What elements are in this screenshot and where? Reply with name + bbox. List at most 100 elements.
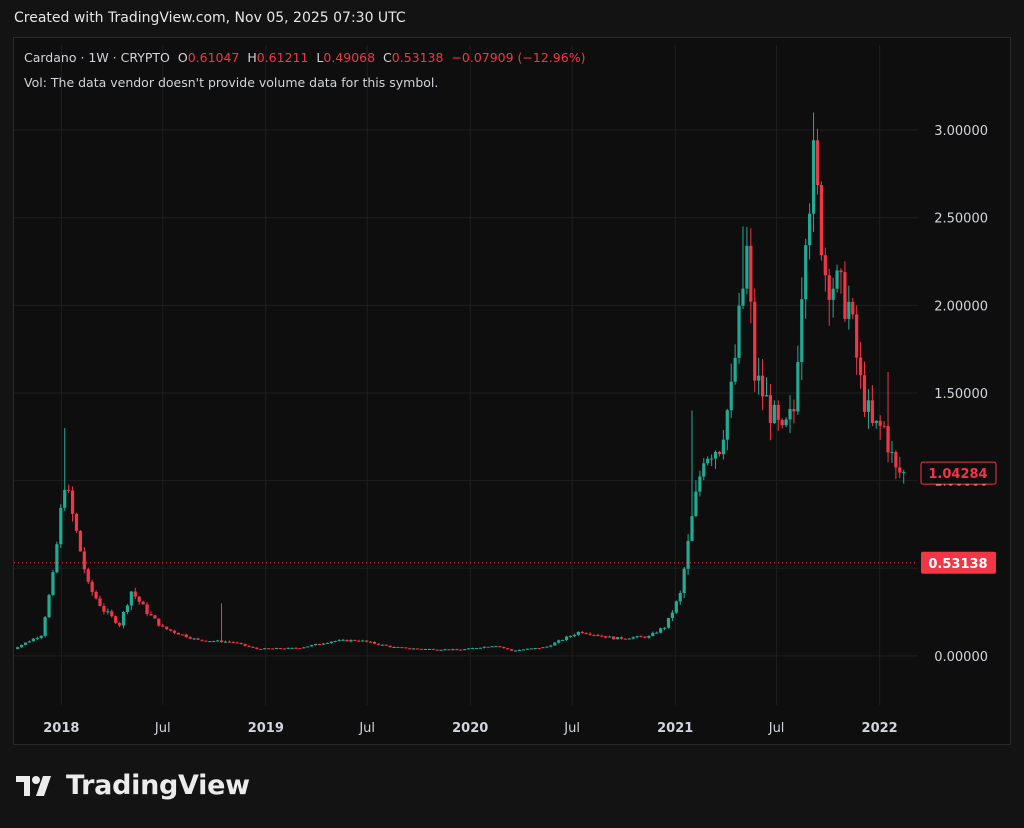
candle-body	[337, 640, 341, 642]
candle	[118, 622, 122, 628]
candle	[110, 609, 114, 618]
candle	[847, 285, 851, 330]
candle-body	[419, 648, 424, 650]
candle	[576, 631, 580, 636]
candle	[490, 646, 494, 648]
candle	[745, 226, 749, 295]
candle	[608, 635, 612, 638]
candle	[247, 645, 251, 648]
candle	[776, 400, 780, 431]
candle-body	[451, 649, 455, 651]
candle-body	[404, 647, 408, 649]
candle-body	[623, 638, 627, 640]
candle-body	[63, 489, 67, 508]
candle-body	[90, 581, 94, 592]
candle	[753, 288, 757, 393]
candle-body	[415, 648, 420, 650]
candle	[125, 604, 130, 615]
candle	[380, 644, 384, 646]
chart-panel[interactable]	[13, 37, 1011, 745]
candle-body	[274, 648, 279, 650]
candle-body	[392, 646, 396, 648]
candle-body	[655, 632, 659, 634]
candle	[392, 646, 396, 648]
candle-body	[478, 647, 482, 649]
candle-body	[815, 140, 820, 186]
candle-body	[666, 618, 671, 628]
candle-body	[55, 544, 59, 573]
created-with-header: Created with TradingView.com, Nov 05, 20…	[14, 10, 406, 26]
candle-body	[843, 272, 847, 319]
candle-body	[168, 629, 173, 631]
tradingview-logo[interactable]: TradingView	[16, 770, 250, 801]
y-tick-label: 1.50000	[934, 387, 988, 402]
candle-body	[255, 647, 259, 649]
candle	[851, 297, 855, 319]
candle	[419, 648, 424, 650]
candle	[764, 377, 769, 397]
candle-body	[827, 275, 831, 300]
candle	[729, 363, 733, 418]
candle	[404, 647, 408, 649]
candle	[59, 504, 63, 548]
candle-body	[466, 648, 471, 650]
candle-body	[784, 419, 788, 426]
candle-body	[890, 452, 894, 454]
candle	[902, 469, 906, 484]
candle-body	[651, 632, 655, 637]
candle	[106, 608, 110, 615]
candle	[70, 486, 75, 522]
candle	[525, 648, 529, 650]
candle-body	[372, 641, 377, 644]
candle	[690, 410, 694, 542]
candle-body	[811, 140, 816, 214]
candle	[894, 450, 898, 479]
candle-body	[572, 634, 576, 636]
candle-body	[862, 375, 867, 412]
candle-body	[329, 641, 333, 643]
y-tick-label: 0.00000	[934, 650, 988, 665]
candle-body	[749, 245, 753, 302]
candle-body	[184, 634, 188, 638]
candle-body	[125, 605, 130, 612]
candle-body	[137, 596, 141, 602]
candle-body	[494, 646, 498, 648]
candle	[760, 359, 765, 411]
candle-body	[121, 611, 126, 626]
candle-body	[596, 634, 600, 636]
candle	[94, 590, 98, 600]
candle-body	[447, 649, 451, 651]
candle-body	[525, 648, 529, 650]
candle	[302, 647, 306, 649]
candle	[353, 639, 357, 642]
candle-body	[165, 626, 169, 630]
candle-body	[521, 649, 526, 651]
candle-body	[823, 255, 827, 276]
candle	[200, 639, 204, 642]
candle-body	[894, 452, 898, 468]
candle	[804, 238, 808, 319]
candle	[388, 645, 392, 648]
candle-body	[682, 568, 686, 593]
candle	[341, 638, 345, 641]
candle	[298, 648, 302, 650]
candle-body	[729, 381, 733, 411]
candle	[811, 112, 816, 232]
candle-body	[106, 611, 110, 613]
candle-body	[270, 648, 275, 650]
candle-body	[839, 270, 843, 273]
candle-body	[604, 636, 608, 638]
candle-body	[643, 636, 647, 638]
candle-body	[513, 650, 518, 652]
candle-body	[110, 611, 114, 617]
candle	[474, 647, 478, 650]
candle-body	[768, 395, 773, 424]
candle	[165, 626, 169, 630]
candle	[317, 643, 322, 646]
candle	[835, 264, 839, 293]
candle-body	[204, 640, 208, 642]
candle	[478, 647, 482, 649]
candle	[678, 590, 682, 605]
candle-body	[674, 601, 678, 613]
